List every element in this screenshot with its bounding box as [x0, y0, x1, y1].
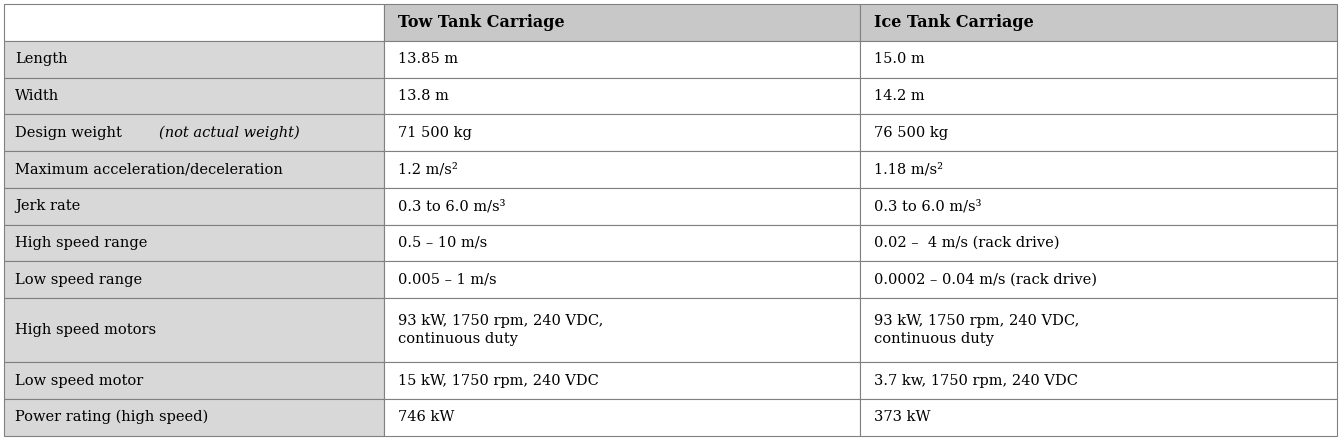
Text: High speed range: High speed range: [15, 236, 148, 250]
Bar: [860, 399, 1337, 436]
Bar: [4, 4, 384, 41]
Bar: [384, 78, 860, 114]
Text: Length: Length: [15, 52, 68, 66]
Text: 14.2 m: 14.2 m: [874, 89, 925, 103]
Bar: [384, 114, 860, 151]
Text: Width: Width: [15, 89, 59, 103]
Bar: [384, 151, 860, 188]
Text: Design weight: Design weight: [15, 126, 127, 140]
Bar: [4, 298, 384, 362]
Bar: [860, 151, 1337, 188]
Text: Maximum acceleration/deceleration: Maximum acceleration/deceleration: [15, 162, 283, 176]
Text: 0.02 –  4 m/s (rack drive): 0.02 – 4 m/s (rack drive): [874, 236, 1059, 250]
Bar: [384, 41, 860, 78]
Bar: [384, 261, 860, 298]
Bar: [4, 399, 384, 436]
Bar: [860, 261, 1337, 298]
Bar: [384, 4, 860, 41]
Text: Tow Tank Carriage: Tow Tank Carriage: [398, 14, 565, 31]
Text: 0.5 – 10 m/s: 0.5 – 10 m/s: [398, 236, 487, 250]
Bar: [860, 188, 1337, 224]
Text: (not actual weight): (not actual weight): [160, 126, 300, 140]
Bar: [860, 78, 1337, 114]
Text: Low speed range: Low speed range: [15, 273, 142, 286]
Text: 1.18 m/s²: 1.18 m/s²: [874, 162, 943, 176]
Text: 0.3 to 6.0 m/s³: 0.3 to 6.0 m/s³: [874, 199, 982, 213]
Bar: [860, 4, 1337, 41]
Bar: [4, 41, 384, 78]
Bar: [4, 224, 384, 261]
Text: 15.0 m: 15.0 m: [874, 52, 925, 66]
Text: Power rating (high speed): Power rating (high speed): [15, 410, 209, 425]
Text: 93 kW, 1750 rpm, 240 VDC,
continuous duty: 93 kW, 1750 rpm, 240 VDC, continuous dut…: [874, 314, 1080, 346]
Text: 93 kW, 1750 rpm, 240 VDC,
continuous duty: 93 kW, 1750 rpm, 240 VDC, continuous dut…: [398, 314, 603, 346]
Text: 0.0002 – 0.04 m/s (rack drive): 0.0002 – 0.04 m/s (rack drive): [874, 273, 1097, 286]
Text: 13.8 m: 13.8 m: [398, 89, 449, 103]
Text: High speed motors: High speed motors: [15, 323, 157, 337]
Text: 3.7 kw, 1750 rpm, 240 VDC: 3.7 kw, 1750 rpm, 240 VDC: [874, 374, 1078, 388]
Text: 0.3 to 6.0 m/s³: 0.3 to 6.0 m/s³: [398, 199, 506, 213]
Text: 746 kW: 746 kW: [398, 410, 455, 424]
Text: 71 500 kg: 71 500 kg: [398, 126, 472, 140]
Bar: [4, 114, 384, 151]
Text: Jerk rate: Jerk rate: [15, 199, 80, 213]
Text: 1.2 m/s²: 1.2 m/s²: [398, 162, 457, 176]
Bar: [384, 224, 860, 261]
Text: Low speed motor: Low speed motor: [15, 374, 143, 388]
Text: 0.005 – 1 m/s: 0.005 – 1 m/s: [398, 273, 496, 286]
Bar: [4, 261, 384, 298]
Bar: [4, 188, 384, 224]
Text: 15 kW, 1750 rpm, 240 VDC: 15 kW, 1750 rpm, 240 VDC: [398, 374, 599, 388]
Bar: [384, 188, 860, 224]
Bar: [4, 78, 384, 114]
Bar: [860, 41, 1337, 78]
Bar: [384, 362, 860, 399]
Bar: [4, 362, 384, 399]
Bar: [860, 298, 1337, 362]
Bar: [860, 224, 1337, 261]
Bar: [860, 114, 1337, 151]
Text: 76 500 kg: 76 500 kg: [874, 126, 948, 140]
Bar: [384, 399, 860, 436]
Bar: [4, 151, 384, 188]
Text: 13.85 m: 13.85 m: [398, 52, 459, 66]
Bar: [384, 298, 860, 362]
Text: 373 kW: 373 kW: [874, 410, 931, 424]
Text: Ice Tank Carriage: Ice Tank Carriage: [874, 14, 1034, 31]
Bar: [860, 362, 1337, 399]
